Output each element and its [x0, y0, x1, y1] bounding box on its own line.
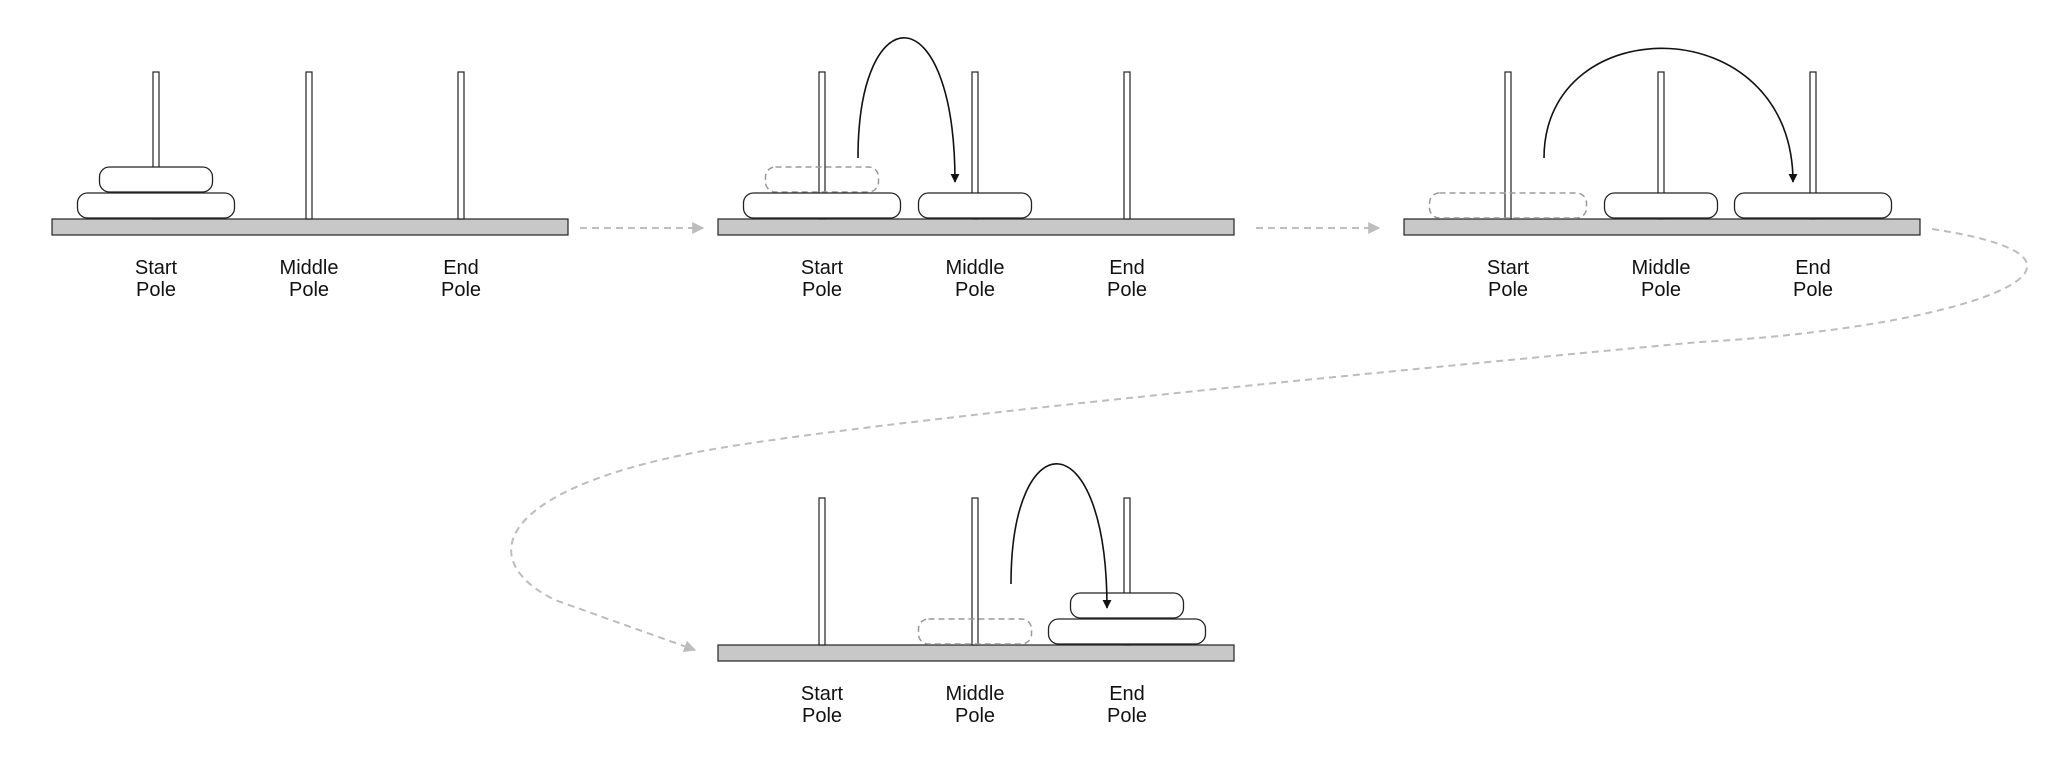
flow-arrow-3-to-4 [510, 228, 2029, 653]
move-arrow [857, 37, 960, 183]
step-panel-3: Start Pole Middle Pole End Pole [1403, 47, 1921, 301]
end-pole-label: End Pole [441, 257, 481, 301]
middle-pole [971, 71, 979, 220]
start-pole [1504, 71, 1512, 220]
disk-small [1603, 192, 1719, 219]
move-arrow [1010, 463, 1112, 609]
flow-arrows [510, 222, 2029, 653]
middle-pole [305, 71, 313, 220]
disk-large [1733, 192, 1893, 219]
disk-large [1047, 618, 1207, 645]
disk-small [1069, 592, 1185, 619]
ghost-disk-small [764, 166, 880, 193]
middle-pole-label: Middle Pole [280, 257, 339, 301]
base-platform [717, 218, 1235, 236]
middle-pole-label: Middle Pole [1632, 257, 1691, 301]
start-pole-label: Start Pole [801, 683, 844, 727]
start-pole-label: Start Pole [135, 257, 178, 301]
ghost-disk-small [917, 618, 1033, 645]
end-pole [1809, 71, 1817, 220]
end-pole [1123, 71, 1131, 220]
step-panel-4: Start Pole Middle Pole End Pole [717, 463, 1235, 727]
step-panel-1: Start Pole Middle Pole End Pole [51, 71, 569, 301]
base-platform [1403, 218, 1921, 236]
ghost-disk-large [1428, 192, 1588, 219]
start-pole [818, 497, 826, 646]
move-arrow [1543, 47, 1798, 183]
end-pole-label: End Pole [1107, 257, 1147, 301]
end-pole-label: End Pole [1107, 683, 1147, 727]
base-platform [51, 218, 569, 236]
start-pole-label: Start Pole [801, 257, 844, 301]
end-pole [1123, 497, 1131, 646]
end-pole-label: End Pole [1793, 257, 1833, 301]
middle-pole-label: Middle Pole [946, 683, 1005, 727]
middle-pole [1657, 71, 1665, 220]
middle-pole-label: Middle Pole [946, 257, 1005, 301]
start-pole-label: Start Pole [1487, 257, 1530, 301]
start-pole [152, 71, 160, 220]
disk-small [98, 166, 214, 193]
disk-large [76, 192, 236, 219]
disk-small [917, 192, 1033, 219]
middle-pole [971, 497, 979, 646]
end-pole [457, 71, 465, 220]
base-platform [717, 644, 1235, 662]
step-panel-2: Start Pole Middle Pole End Pole [717, 37, 1235, 301]
start-pole [818, 71, 826, 220]
disk-large [742, 192, 902, 219]
